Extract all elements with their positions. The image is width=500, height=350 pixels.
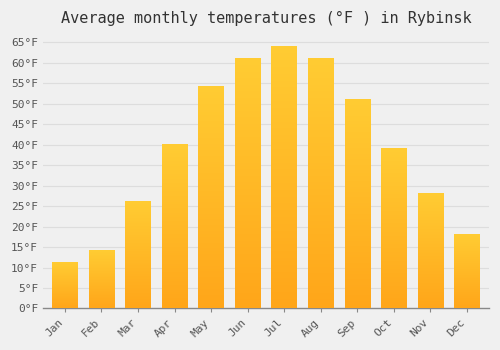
Title: Average monthly temperatures (°F ) in Rybinsk: Average monthly temperatures (°F ) in Ry… bbox=[60, 11, 471, 26]
